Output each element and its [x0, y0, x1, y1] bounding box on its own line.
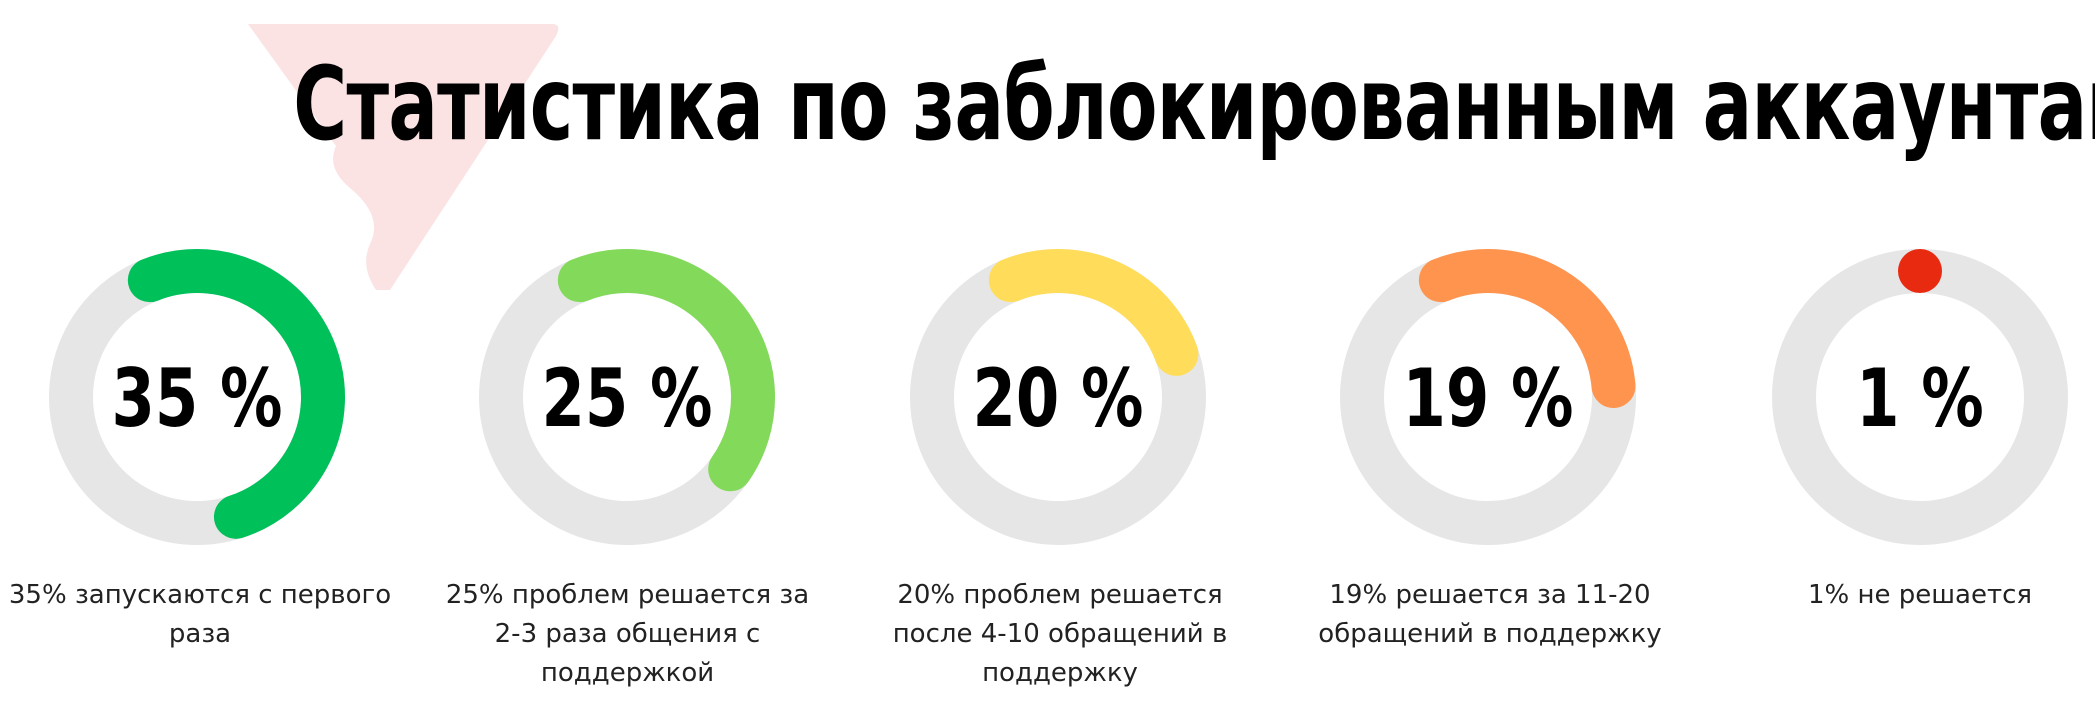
stat-description-4: 19% решается за 11-20 обращений в поддер…: [1318, 580, 1662, 649]
percent-value-2: 25 %: [541, 351, 712, 445]
percent-value-3: 20 %: [972, 351, 1143, 445]
page-title: Статистика по заблокированным аккаунтам: [293, 45, 2095, 164]
percent-value-1: 35 %: [111, 351, 282, 445]
donut-arc-2: [557, 249, 775, 492]
stat-description-1: 35% запускаются с первого раза: [8, 580, 392, 649]
stat-description-5: 1% не решается: [1807, 580, 2033, 610]
percent-value-4: 19 %: [1402, 351, 1573, 445]
percent-value-5: 1 %: [1856, 351, 1984, 445]
donut-arc-3: [988, 249, 1199, 376]
stat-description-2: 25% проблем решается за 2-3 раза общения…: [445, 580, 810, 688]
logo-watermark-icon: [248, 24, 559, 290]
donut-arc-4: [1418, 249, 1636, 409]
donut-arc-1: [127, 249, 345, 539]
stat-description-3: 20% проблем решается после 4-10 обращени…: [892, 580, 1228, 688]
donut-arc-5: [1898, 249, 1942, 293]
